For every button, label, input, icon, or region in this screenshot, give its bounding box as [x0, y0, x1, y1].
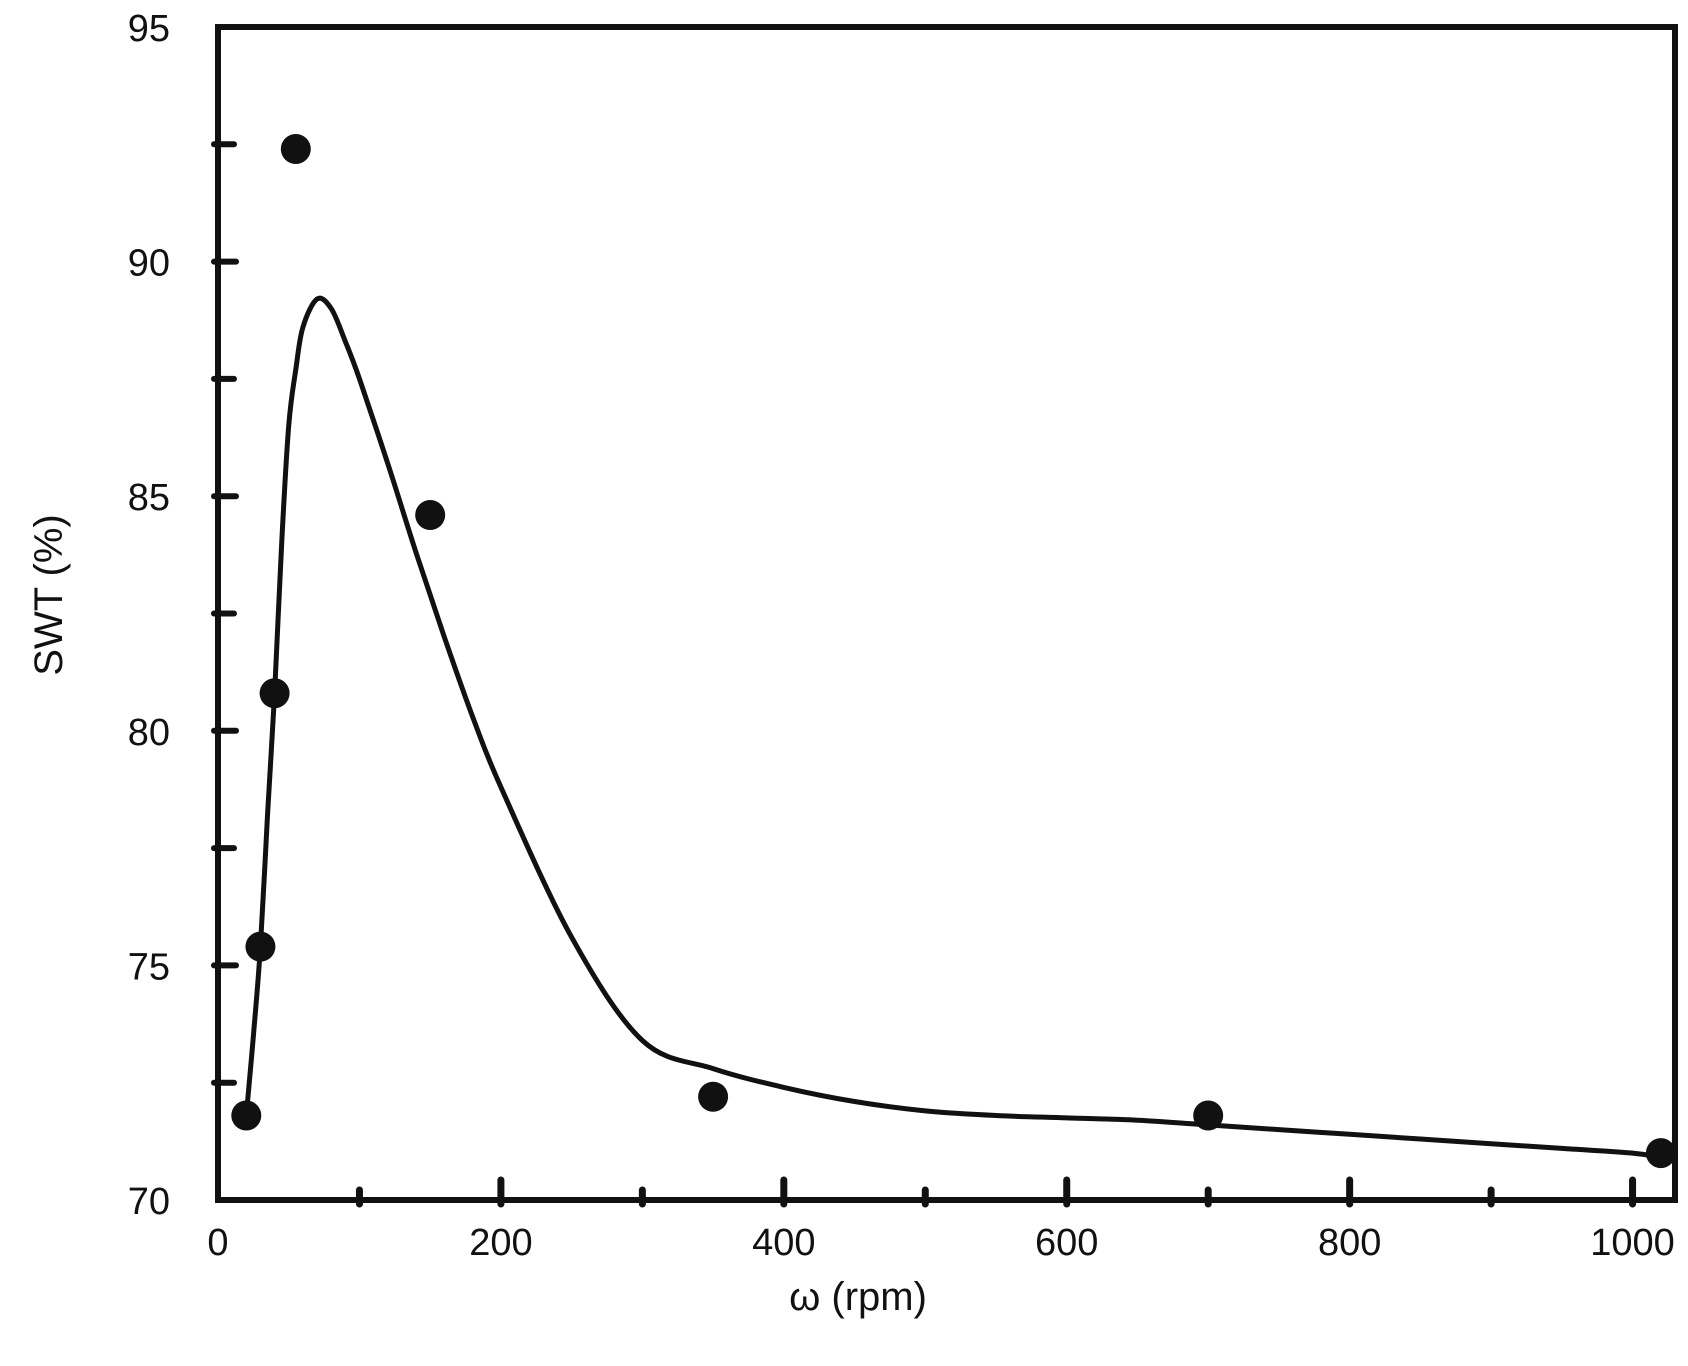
x-tick-label: 600: [1035, 1222, 1098, 1264]
fitted-curve-line: [243, 295, 1664, 1161]
x-tick-label: 0: [207, 1222, 228, 1264]
y-tick-label: 90: [128, 243, 170, 285]
y-axis-label: SWT (%): [27, 514, 71, 675]
data-point: [1645, 1138, 1676, 1169]
x-tick-label: 200: [469, 1222, 532, 1264]
x-tick-label: 400: [752, 1222, 815, 1264]
data-point: [231, 1100, 262, 1131]
x-tick-label: 800: [1318, 1222, 1381, 1264]
data-point: [415, 499, 446, 530]
y-tick-label: 70: [128, 1181, 170, 1223]
data-point: [280, 133, 311, 164]
data-point: [245, 931, 276, 962]
y-tick-label: 95: [128, 8, 170, 50]
data-point: [1193, 1100, 1224, 1131]
data-point: [698, 1081, 729, 1112]
y-tick-label: 85: [128, 477, 170, 519]
data-point: [259, 678, 290, 709]
y-tick-label: 80: [128, 712, 170, 754]
x-axis-label: ω (rpm): [789, 1275, 927, 1319]
x-tick-label: 1000: [1590, 1222, 1675, 1264]
y-tick-label: 75: [128, 946, 170, 988]
